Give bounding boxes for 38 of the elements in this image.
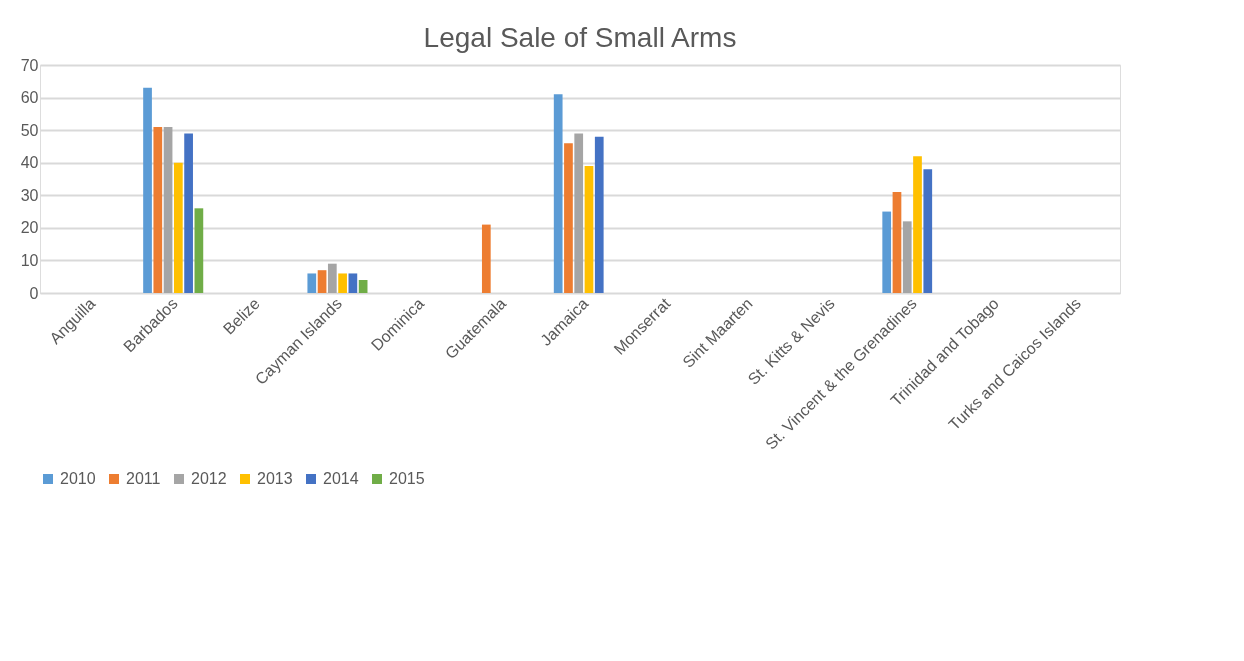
bar [184,133,193,293]
bar [358,279,368,293]
bar [913,156,922,293]
bar [307,273,317,293]
legend-label: 2015 [389,470,425,487]
legend-label: 2010 [60,470,96,487]
bar [553,94,563,293]
bar [163,126,173,293]
bar [923,169,933,293]
y-tick-label: 0 [29,284,39,302]
bar [481,224,491,293]
y-tick-label: 10 [20,251,39,269]
legend-label: 2011 [126,470,161,487]
bar [594,136,604,293]
bar [348,273,358,293]
legend-label: 2012 [191,470,227,487]
bar [902,221,912,293]
legend-label: 2014 [323,470,359,487]
bar [564,143,573,293]
bar [584,165,594,293]
bar [153,126,163,293]
bar [882,211,892,293]
bar [143,87,152,293]
bar [173,162,183,293]
y-tick-label: 40 [20,154,39,172]
y-tick-label: 30 [20,186,39,204]
y-tick-label: 50 [20,121,39,139]
bar [327,263,337,293]
legend-label: 2013 [257,470,293,487]
y-tick-label: 70 [20,56,39,74]
y-tick-label: 20 [20,219,39,237]
bar [338,273,347,293]
chart-title: Legal Sale of Small Arms [423,22,737,53]
bar [892,192,902,293]
bar [317,270,327,293]
y-tick-label: 60 [20,89,39,107]
bar [194,208,204,293]
bar [574,133,584,293]
